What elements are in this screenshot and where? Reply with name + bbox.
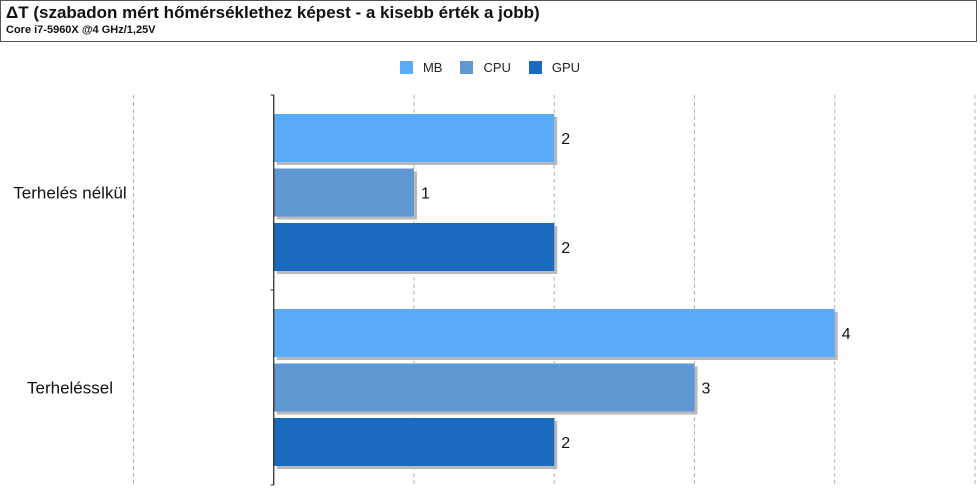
category-label: Terheléssel [27,379,113,398]
chart-subtitle: Core i7-5960X @4 GHz/1,25V [6,24,156,36]
legend-item-mb: MB [399,59,443,75]
data-label: 2 [561,240,570,257]
bar-gpu [273,418,555,466]
chart-title: ΔT (szabadon mért hőmérséklethez képest … [6,3,540,22]
bar-mb [273,114,555,162]
legend-item-cpu: CPU [460,59,511,75]
bar-cpu [273,363,695,412]
data-label: 3 [702,381,711,398]
data-label: 4 [842,326,851,343]
bar-gpu [273,223,555,271]
legend-swatch-cpu [460,60,474,74]
legend-label-gpu: GPU [551,59,581,75]
legend-swatch-mb [399,60,413,74]
bar-mb [273,309,835,357]
legend-item-gpu: GPU [528,59,581,75]
data-label: 1 [421,186,430,203]
legend-label-cpu: CPU [483,59,511,75]
data-label: 2 [561,131,570,148]
category-label: Terhelés nélkül [13,184,126,203]
chart-legend: MB CPU GPU [0,58,980,76]
chart-header: ΔT (szabadon mért hőmérséklethez képest … [0,0,977,42]
legend-label-mb: MB [422,59,443,75]
bar-cpu [273,168,414,217]
legend-swatch-gpu [528,60,542,74]
data-label: 2 [561,435,570,452]
